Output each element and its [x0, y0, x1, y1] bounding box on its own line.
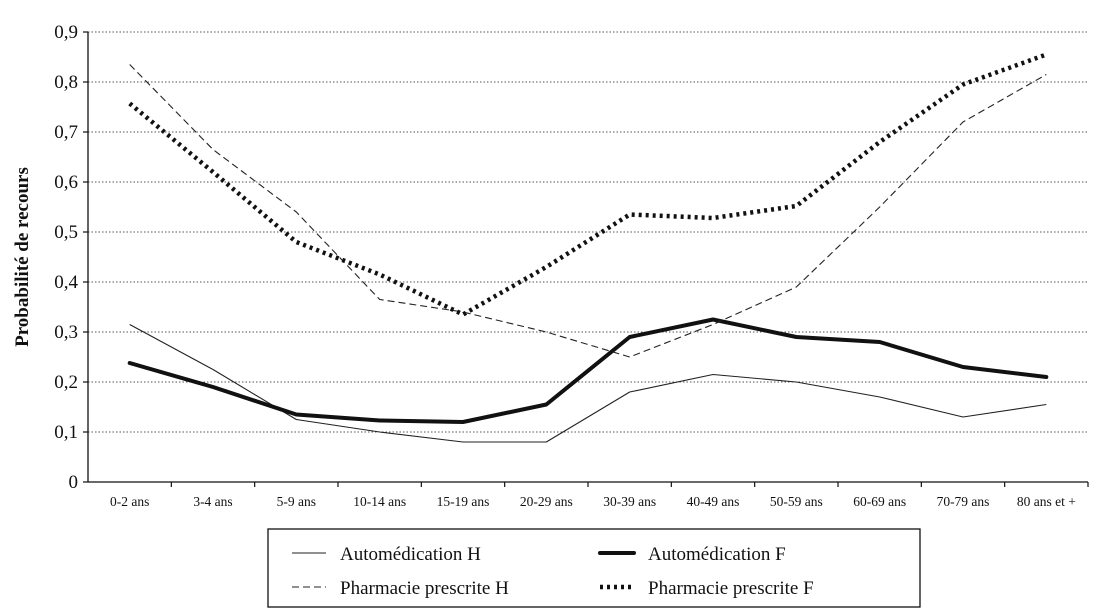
x-tick-label: 20-29 ans	[520, 494, 573, 509]
x-tick-label: 50-59 ans	[770, 494, 823, 509]
legend: Automédication H Automédication F Pharmaci…	[267, 528, 921, 608]
x-tick-label: 30-39 ans	[603, 494, 656, 509]
series-line-1	[129, 324, 1047, 443]
x-tick-label: 60-69 ans	[853, 494, 906, 509]
series-line-4	[128, 52, 1048, 317]
y-tick-label: 0,8	[54, 72, 78, 93]
y-tick-label: 0	[69, 472, 79, 493]
y-tick-label: 0,6	[54, 172, 78, 193]
legend-box	[267, 528, 921, 608]
series-line-2	[127, 317, 1049, 424]
y-tick-label: 0,2	[54, 372, 78, 393]
y-tick-label: 0,7	[54, 122, 78, 143]
gridlines	[88, 31, 1088, 433]
legend-label: Pharmacie prescrite F	[648, 578, 814, 599]
series-line-3	[129, 64, 1047, 358]
y-tick-label: 0,5	[54, 222, 78, 243]
x-tick-label: 80 ans et +	[1017, 494, 1076, 509]
x-tick-label: 10-14 ans	[353, 494, 406, 509]
legend-label: Automédication H	[340, 544, 481, 565]
x-tick-labels: 0-2 ans 3-4 ans 5-9 ans 10-14 ans 15-19 ans 2…	[110, 482, 1089, 509]
axes	[87, 32, 1088, 483]
y-tick-label: 0,9	[54, 22, 78, 43]
x-tick-label: 15-19 ans	[437, 494, 490, 509]
x-tick-label: 0-2 ans	[110, 494, 149, 509]
x-tick-label: 40-49 ans	[687, 494, 740, 509]
y-axis-label: Probabilité de recours	[12, 167, 33, 347]
x-tick-label: 5-9 ans	[277, 494, 316, 509]
x-tick-label: 70-79 ans	[937, 494, 990, 509]
y-tick-label: 0,4	[54, 272, 78, 293]
y-tick-label: 0,1	[54, 422, 78, 443]
y-tick-labels: 0 0,1 0,2 0,3 0,4 0,5 0,6 0,7 0,8 0,9	[54, 22, 88, 493]
series-lines	[127, 52, 1049, 443]
legend-label: Automédication F	[648, 544, 786, 565]
legend-label: Pharmacie prescrite H	[340, 578, 509, 599]
y-tick-label: 0,3	[54, 322, 78, 343]
x-tick-label: 3-4 ans	[193, 494, 232, 509]
